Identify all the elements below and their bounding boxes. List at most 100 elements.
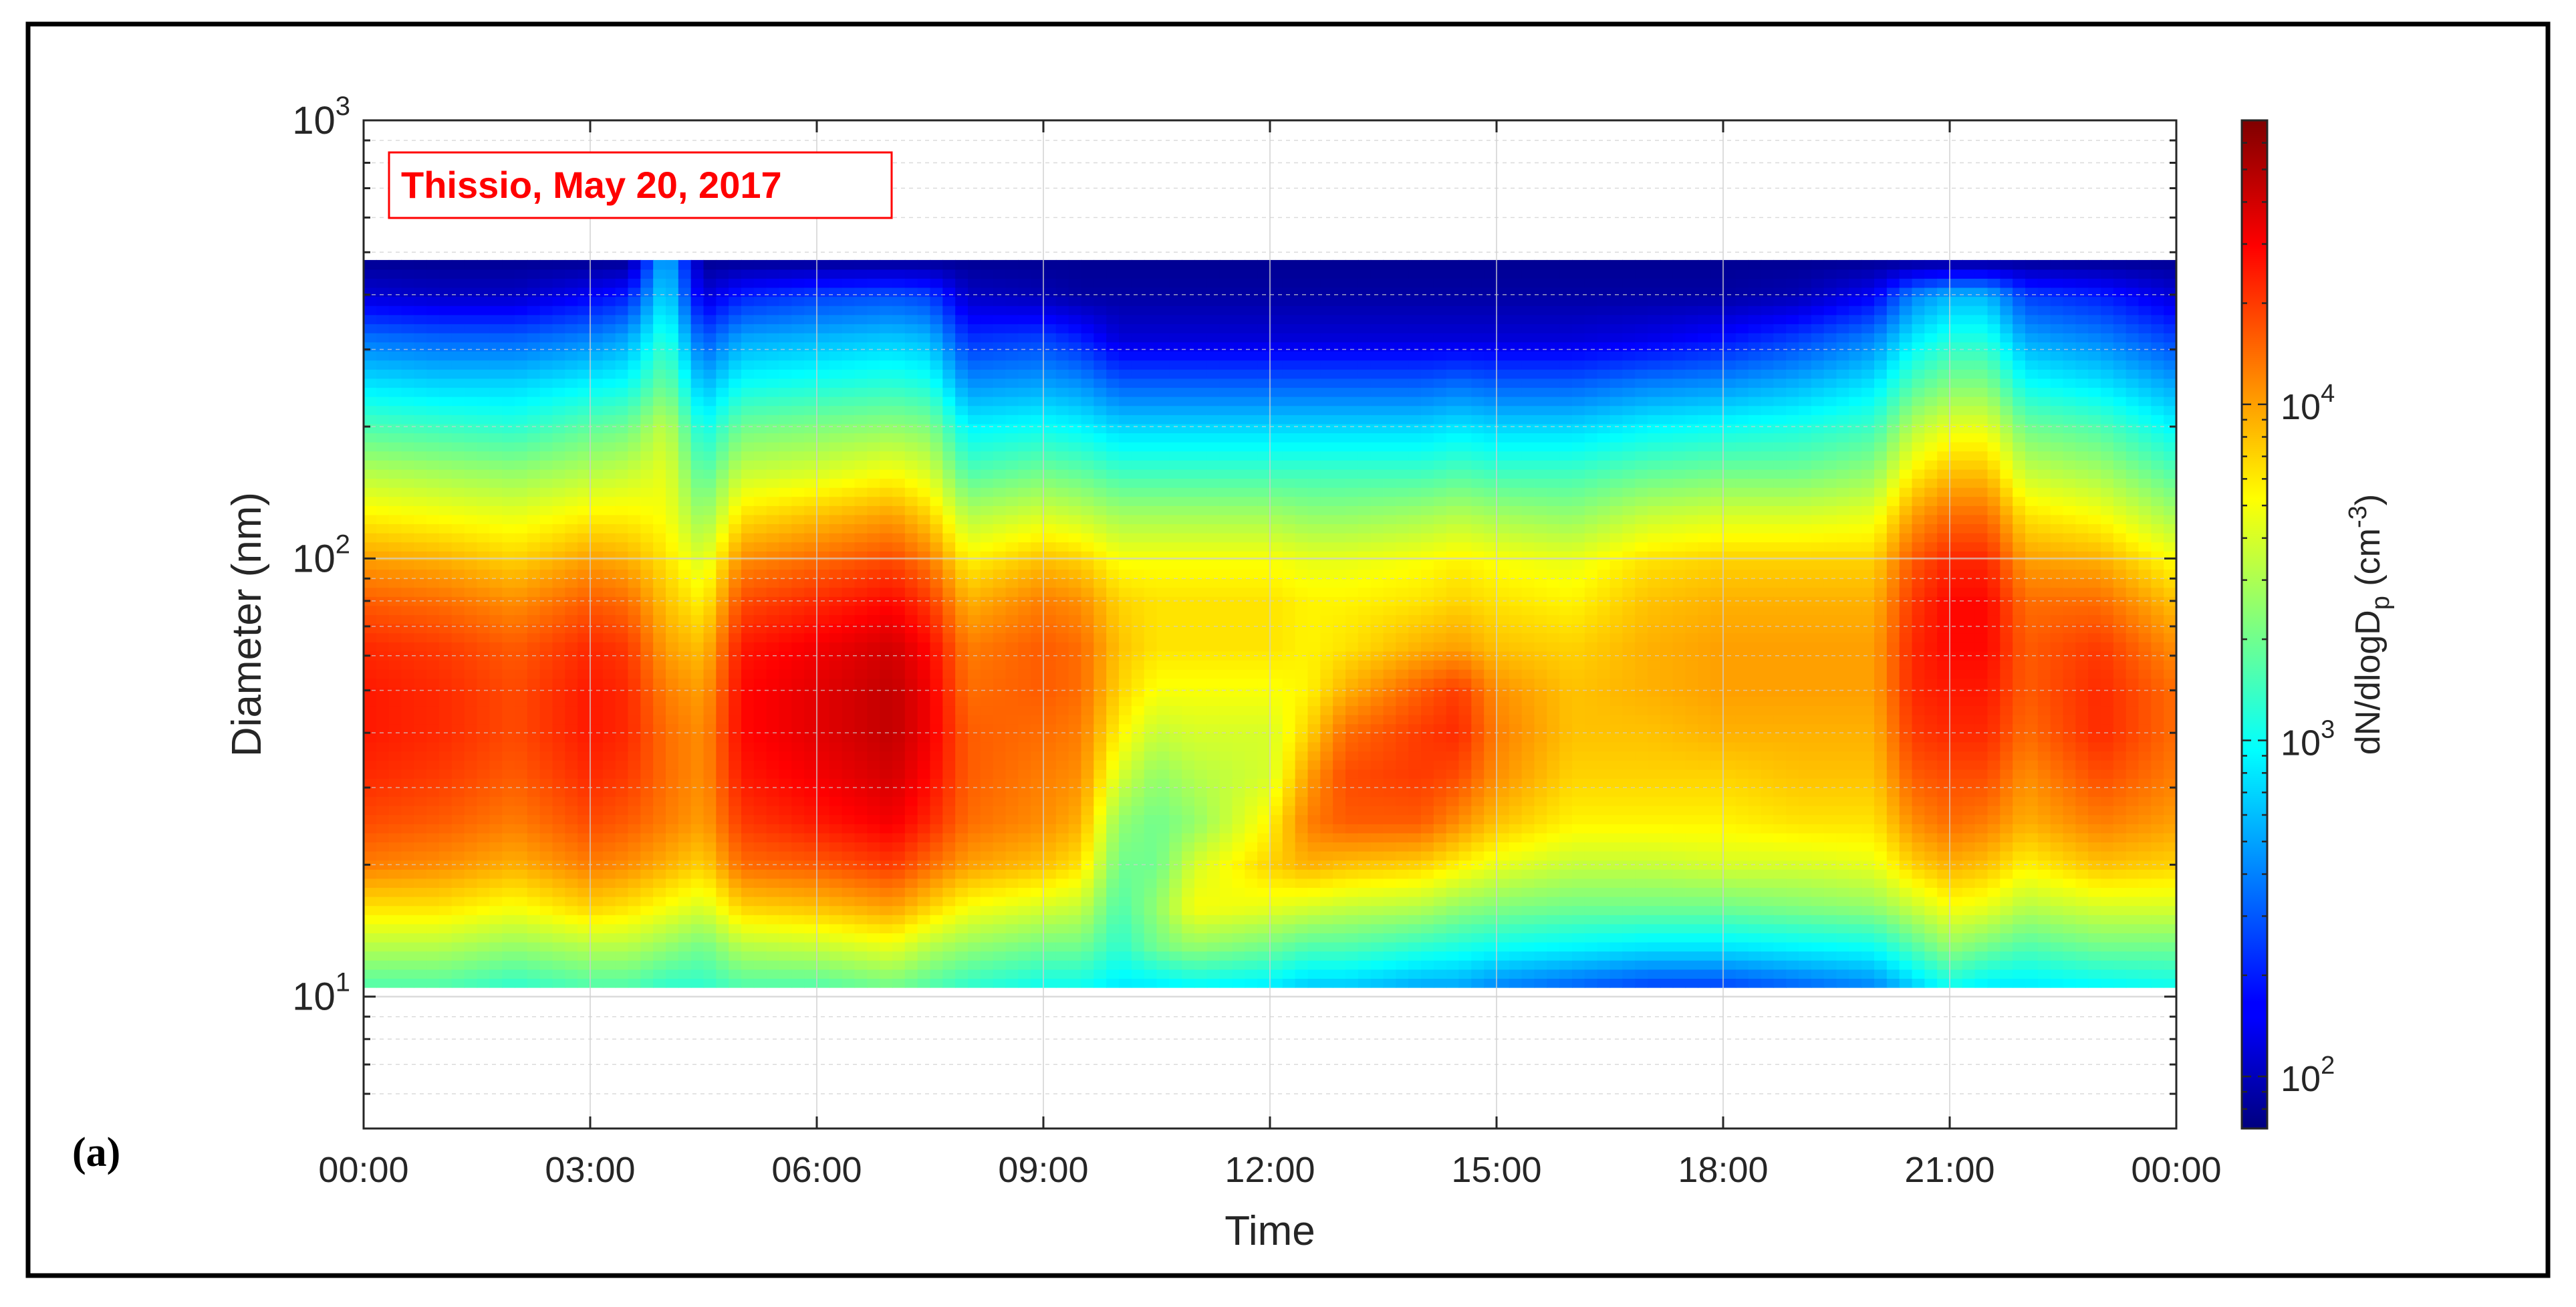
heatmap-cell bbox=[980, 605, 994, 616]
heatmap-cell bbox=[716, 723, 729, 733]
heatmap-cell bbox=[716, 350, 729, 361]
heatmap-cell bbox=[930, 696, 944, 707]
heatmap-cell bbox=[1081, 669, 1095, 679]
heatmap-cell bbox=[817, 378, 830, 388]
heatmap-cell bbox=[1005, 523, 1019, 533]
heatmap-cell bbox=[791, 642, 805, 652]
heatmap-cell bbox=[804, 578, 817, 588]
heatmap-cell bbox=[602, 387, 616, 397]
heatmap-cell bbox=[942, 587, 956, 597]
heatmap-cell bbox=[917, 632, 931, 642]
heatmap-cell bbox=[690, 578, 704, 588]
heatmap-cell bbox=[615, 324, 629, 334]
heatmap-cell bbox=[867, 478, 880, 488]
heatmap-cell bbox=[1031, 287, 1044, 298]
heatmap-cell bbox=[640, 324, 654, 334]
heatmap-cell bbox=[577, 296, 591, 306]
heatmap-cell bbox=[892, 369, 906, 379]
heatmap-cell bbox=[1081, 887, 1095, 897]
heatmap-cell bbox=[1043, 378, 1057, 388]
heatmap-cell bbox=[1068, 678, 1082, 688]
heatmap-cell bbox=[1093, 733, 1107, 743]
heatmap-cell bbox=[854, 878, 868, 888]
heatmap-cell bbox=[615, 296, 629, 306]
heatmap-cell bbox=[955, 696, 969, 707]
heatmap-cell bbox=[892, 696, 906, 707]
heatmap-cell bbox=[867, 705, 880, 715]
heatmap-cell bbox=[791, 578, 805, 588]
heatmap-cell bbox=[414, 787, 427, 798]
heatmap-cell bbox=[388, 869, 402, 879]
heatmap-cell bbox=[766, 405, 780, 415]
heatmap-cell bbox=[451, 969, 465, 979]
heatmap-cell bbox=[640, 578, 654, 588]
heatmap-cell bbox=[1005, 787, 1019, 798]
heatmap-cell bbox=[904, 451, 918, 461]
heatmap-cell bbox=[426, 778, 440, 788]
heatmap-cell bbox=[716, 933, 729, 943]
heatmap-cell bbox=[426, 342, 440, 352]
heatmap-cell bbox=[703, 532, 717, 543]
heatmap-cell bbox=[968, 505, 981, 515]
heatmap-cell bbox=[741, 532, 755, 543]
heatmap-cell bbox=[426, 941, 440, 952]
heatmap-cell bbox=[451, 487, 465, 497]
heatmap-cell bbox=[829, 687, 843, 697]
heatmap-cell bbox=[628, 905, 642, 915]
heatmap-cell bbox=[1081, 396, 1095, 406]
heatmap-cell bbox=[1106, 324, 1120, 334]
heatmap-cell bbox=[590, 896, 604, 907]
heatmap-cell bbox=[741, 733, 755, 743]
heatmap-cell bbox=[653, 759, 666, 770]
heatmap-cell bbox=[1081, 642, 1095, 652]
heatmap-cell bbox=[1119, 578, 1132, 588]
heatmap-cell bbox=[703, 469, 717, 479]
heatmap-cell bbox=[451, 933, 465, 943]
heatmap-cell bbox=[640, 332, 654, 343]
heatmap-cell bbox=[678, 324, 692, 334]
heatmap-cell bbox=[1031, 878, 1044, 888]
heatmap-cell bbox=[515, 387, 528, 397]
heatmap-cell bbox=[640, 623, 654, 634]
heatmap-cell bbox=[993, 378, 1007, 388]
heatmap-cell bbox=[590, 978, 604, 988]
heatmap-cell bbox=[753, 923, 767, 934]
heatmap-cell bbox=[502, 605, 515, 616]
heatmap-cell bbox=[1005, 350, 1019, 361]
heatmap-cell bbox=[1018, 933, 1031, 943]
heatmap-cell bbox=[678, 759, 692, 770]
heatmap-cell bbox=[930, 623, 944, 634]
heatmap-cell bbox=[1131, 478, 1145, 488]
heatmap-cell bbox=[880, 905, 893, 915]
heatmap-cell bbox=[565, 414, 578, 425]
heatmap-cell bbox=[539, 296, 553, 306]
heatmap-cell bbox=[1068, 787, 1082, 798]
heatmap-cell bbox=[376, 324, 390, 334]
heatmap-cell bbox=[804, 778, 817, 788]
heatmap-cell bbox=[1093, 796, 1107, 806]
heatmap-cell bbox=[426, 605, 440, 616]
heatmap-cell bbox=[640, 542, 654, 552]
heatmap-cell bbox=[993, 896, 1007, 907]
heatmap-cell bbox=[867, 687, 880, 697]
heatmap-cell bbox=[741, 814, 755, 824]
heatmap-cell bbox=[489, 678, 503, 688]
heatmap-cell bbox=[464, 733, 478, 743]
heatmap-cell bbox=[917, 505, 931, 515]
heatmap-cell bbox=[1119, 542, 1132, 552]
heatmap-cell bbox=[766, 441, 780, 452]
heatmap-cell bbox=[666, 405, 679, 415]
heatmap-cell bbox=[439, 714, 453, 725]
heatmap-cell bbox=[515, 733, 528, 743]
heatmap-cell bbox=[539, 905, 553, 915]
heatmap-cell bbox=[388, 405, 402, 415]
heatmap-cell bbox=[414, 441, 427, 452]
heatmap-cell bbox=[690, 469, 704, 479]
heatmap-cell bbox=[993, 787, 1007, 798]
heatmap-cell bbox=[590, 751, 604, 761]
heatmap-cell bbox=[414, 278, 427, 288]
heatmap-cell bbox=[577, 441, 591, 452]
heatmap-cell bbox=[602, 978, 616, 988]
heatmap-cell bbox=[1005, 951, 1019, 961]
heatmap-cell bbox=[980, 933, 994, 943]
